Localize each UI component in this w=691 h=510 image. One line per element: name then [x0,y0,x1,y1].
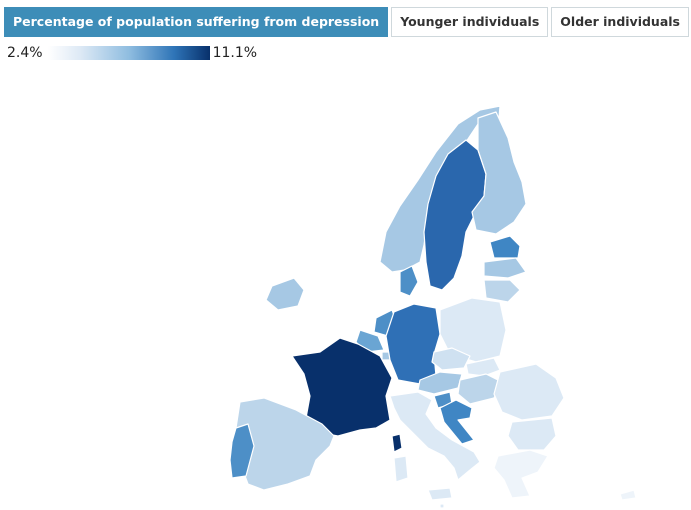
color-legend: 2.4% 11.1% [7,44,257,62]
legend-gradient-bar [47,46,210,60]
country-czechia[interactable] [431,347,471,371]
country-croatia[interactable] [439,399,475,445]
country-greece[interactable] [493,449,549,499]
country-latvia[interactable] [483,257,527,279]
country-france[interactable] [291,337,393,437]
country-italy[interactable] [389,391,481,481]
country-ireland[interactable] [265,277,305,311]
country-hungary[interactable] [457,373,503,405]
tab-bar: Percentage of population suffering from … [4,7,689,37]
country-estonia[interactable] [489,235,521,259]
country-lithuania[interactable] [483,279,521,303]
country-romania[interactable] [493,363,565,421]
tab-depression[interactable]: Percentage of population suffering from … [4,7,389,37]
country-italy-sardinia[interactable] [393,455,409,483]
country-portugal[interactable] [229,423,255,479]
country-bulgaria[interactable] [507,417,557,451]
country-cyprus[interactable] [619,489,637,501]
country-malta[interactable] [439,503,445,509]
country-finland[interactable] [471,111,527,235]
country-austria[interactable] [417,371,463,395]
country-germany[interactable] [385,303,441,385]
legend-min-label: 2.4% [7,45,43,61]
country-italy-sicily[interactable] [427,487,453,501]
country-poland[interactable] [439,297,507,363]
legend-max-label: 11.1% [212,45,258,61]
country-denmark[interactable] [399,265,419,297]
tab-younger-individuals[interactable]: Younger individuals [391,7,549,37]
tab-older-individuals[interactable]: Older individuals [551,7,689,37]
country-slovakia[interactable] [465,357,501,377]
country-france-corsica[interactable] [391,433,403,453]
